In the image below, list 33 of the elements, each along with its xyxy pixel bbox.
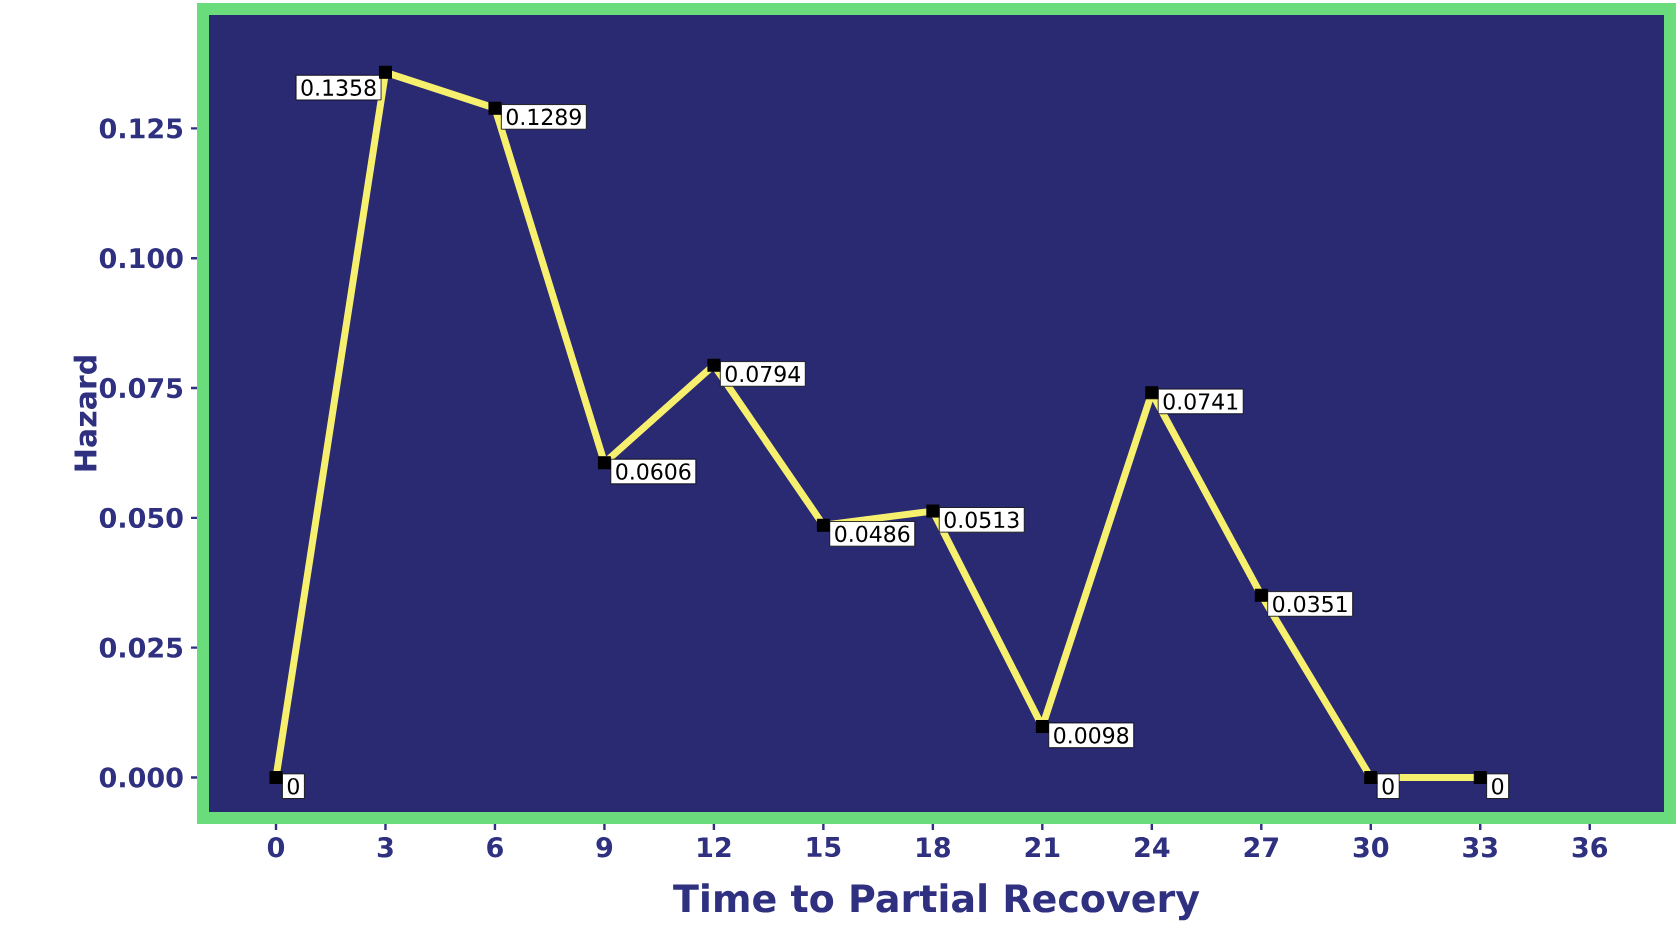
x-axis-title: Time to Partial Recovery bbox=[673, 883, 1200, 921]
data-label: 0 bbox=[287, 777, 299, 795]
x-tick-label: 36 bbox=[1572, 837, 1608, 858]
data-label: 0.1289 bbox=[506, 108, 581, 126]
data-label: 0.0513 bbox=[944, 511, 1019, 529]
x-tick-label: 30 bbox=[1353, 837, 1389, 858]
x-tick-label: 18 bbox=[917, 837, 950, 858]
y-axis-title: Hazard bbox=[73, 356, 97, 471]
data-label: 0.0794 bbox=[725, 365, 801, 383]
x-tick-label: 24 bbox=[1135, 837, 1170, 858]
x-tick-label: 6 bbox=[487, 837, 503, 858]
x-tick-label: 12 bbox=[698, 837, 731, 858]
y-tick-label: 0.025 bbox=[99, 637, 183, 658]
x-tick-label: 21 bbox=[1025, 837, 1060, 858]
data-label: 0.0606 bbox=[616, 463, 691, 480]
y-tick-label: 0.100 bbox=[99, 248, 183, 269]
x-tick-label: 27 bbox=[1244, 837, 1278, 858]
y-tick-label: 0.050 bbox=[99, 507, 183, 529]
data-label: 0 bbox=[1382, 777, 1394, 795]
x-tick-label: 33 bbox=[1463, 837, 1497, 858]
y-tick-label: 0.000 bbox=[99, 767, 183, 788]
x-tick-label: 0 bbox=[267, 837, 285, 858]
data-label: 0.0351 bbox=[1273, 595, 1347, 613]
data-label: 0.0741 bbox=[1163, 393, 1238, 410]
x-tick-label: 9 bbox=[596, 837, 613, 858]
data-label: 0 bbox=[1492, 777, 1504, 795]
x-tick-label: 3 bbox=[377, 837, 393, 858]
y-tick-label: 0.125 bbox=[99, 118, 183, 139]
data-label: 0.0098 bbox=[1054, 727, 1129, 744]
y-tick-label: 0.075 bbox=[99, 377, 183, 399]
data-label: 0.1358 bbox=[301, 79, 376, 96]
data-label: 0.0486 bbox=[835, 525, 910, 543]
x-tick-label: 15 bbox=[807, 837, 841, 858]
